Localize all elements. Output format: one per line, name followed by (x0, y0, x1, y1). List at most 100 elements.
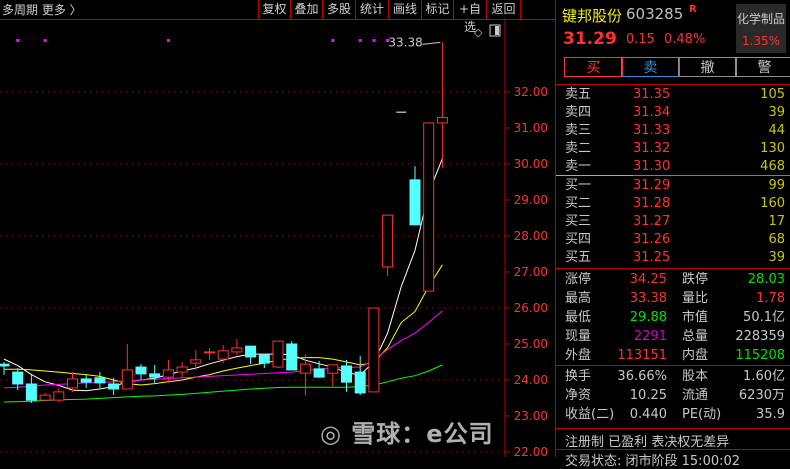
bid-row[interactable]: 买四 31.26 68 (556, 231, 790, 249)
alert-button[interactable]: 警 (735, 57, 790, 77)
stat-label: 总量 (682, 329, 709, 344)
price-change: 0.15 (626, 32, 655, 47)
candle-down (135, 366, 147, 375)
bid-volume: 99 (768, 178, 785, 193)
ask-price: 31.35 (633, 87, 671, 102)
y-tick-label: 31.00 (514, 121, 548, 135)
y-tick-label: 32.00 (514, 85, 548, 99)
ask-row[interactable]: 卖四 31.34 39 (556, 104, 790, 122)
y-tick-label: 23.00 (514, 409, 548, 423)
bid-row[interactable]: 买一 31.29 99 (556, 177, 790, 195)
high-price-label: 33.38 (388, 35, 422, 49)
event-marker (166, 39, 170, 42)
draw-line-button[interactable]: 画线 (388, 0, 421, 19)
stat-label: 流通 (682, 388, 709, 403)
price-change-pct: 0.48% (664, 32, 706, 47)
overlay-button[interactable]: 叠加 (290, 0, 322, 19)
ask-row[interactable]: 卖二 31.32 130 (556, 140, 790, 158)
sell-button[interactable]: 卖 (621, 57, 680, 77)
candle-down (25, 383, 37, 401)
stat-row: 最高 33.38 量比 1.78 (556, 289, 790, 308)
mark-button[interactable]: 标记 (421, 0, 453, 19)
event-marker (16, 39, 20, 42)
ask-bid-divider-right (633, 175, 790, 176)
divider (556, 268, 790, 269)
stat-value: 29.88 (629, 310, 667, 325)
candle-up (299, 363, 311, 374)
stat-label: 收益(二) (565, 407, 615, 422)
ask-volume: 39 (768, 105, 785, 120)
bid-row[interactable]: 买五 31.25 39 (556, 249, 790, 267)
stat-value: 115208 (735, 348, 785, 363)
stat-label: 涨停 (565, 272, 592, 287)
bid-volume: 68 (768, 232, 785, 247)
period-selector[interactable]: 多周期 更多 〉 (2, 1, 82, 18)
stat-value: 228359 (735, 329, 785, 344)
diamond-icon: ◇ (474, 26, 483, 39)
stat-label: 市值 (682, 310, 709, 325)
candle-down (80, 378, 92, 383)
stat-label: 外盘 (565, 348, 592, 363)
period-label[interactable]: 多周期 (2, 3, 39, 17)
stock-name: 键邦股份 (562, 7, 623, 25)
buy-button[interactable]: 买 (564, 57, 623, 77)
sector-pct: 1.35% (741, 34, 781, 48)
cancel-order-button[interactable]: 撤 (678, 57, 737, 77)
candle-up (204, 351, 215, 354)
bid-price: 31.25 (633, 250, 671, 265)
stat-value: 0.440 (629, 407, 667, 422)
ask-price: 31.30 (633, 159, 671, 174)
stat-label: 内盘 (682, 348, 709, 363)
registration-info: 注册制 已盈利 表决权无差异 (565, 435, 730, 450)
more-menu[interactable]: 更多 〉 (41, 3, 82, 17)
ask-row[interactable]: 卖五 31.35 105 (556, 86, 790, 104)
ask-row[interactable]: 卖一 31.30 468 (556, 158, 790, 176)
bid-price: 31.28 (633, 196, 671, 211)
margin-mark: R (689, 4, 697, 15)
last-price: 31.29 (563, 29, 617, 49)
candle-down (149, 373, 161, 378)
sector-box[interactable]: 化学制品 1.35% (736, 4, 786, 53)
divider (556, 84, 790, 85)
candle-down (341, 365, 352, 383)
add-watchlist-button[interactable]: +自选 (453, 0, 486, 34)
ask-label: 卖五 (565, 87, 592, 102)
stat-value: 50.1亿 (743, 310, 785, 325)
fundamental-row: 收益(二) 0.440 PE(动) 35.9 (556, 405, 790, 424)
ask-volume: 130 (760, 141, 785, 156)
ask-row[interactable]: 卖三 31.33 44 (556, 122, 790, 140)
stat-row: 外盘 113151 内盘 115208 (556, 346, 790, 365)
stat-value: 10.25 (629, 388, 667, 403)
bid-row[interactable]: 买二 31.28 160 (556, 195, 790, 213)
ask-label: 卖四 (565, 105, 592, 120)
y-tick-label: 30.00 (514, 157, 548, 171)
bid-label: 买三 (565, 214, 592, 229)
stat-value: 34.25 (629, 272, 667, 287)
restore-rights-button[interactable]: 复权 (258, 0, 290, 19)
stat-label: 量比 (682, 291, 709, 306)
statistics-button[interactable]: 统计 (355, 0, 388, 19)
stat-value: 2291 (633, 329, 667, 344)
candle-up (121, 369, 133, 390)
bid-volume: 160 (760, 196, 785, 211)
stat-label: 换手 (565, 369, 592, 384)
panel-toggle-icon (489, 24, 501, 37)
back-button[interactable]: 返回 (486, 0, 521, 19)
candle-down (258, 354, 270, 364)
y-tick-label: 29.00 (514, 193, 548, 207)
stat-value: 1.78 (756, 291, 785, 306)
multi-stock-button[interactable]: 多股 (322, 0, 355, 19)
divider (556, 365, 790, 366)
stat-value: 6230万 (738, 388, 785, 403)
candle-down (94, 377, 106, 384)
ask-price: 31.32 (633, 141, 671, 156)
candle-up (162, 369, 174, 378)
bid-row[interactable]: 买三 31.27 17 (556, 213, 790, 231)
y-tick-label: 27.00 (514, 265, 548, 279)
event-marker (372, 39, 376, 42)
bid-price: 31.26 (633, 232, 671, 247)
ask-bid-divider-left (556, 175, 633, 176)
candlestick-chart[interactable]: 32.00 31.00 30.00 29.00 28.00 27.00 26.00 25.00… (0, 20, 555, 457)
ask-volume: 44 (768, 123, 785, 138)
ask-price: 31.33 (633, 123, 671, 138)
